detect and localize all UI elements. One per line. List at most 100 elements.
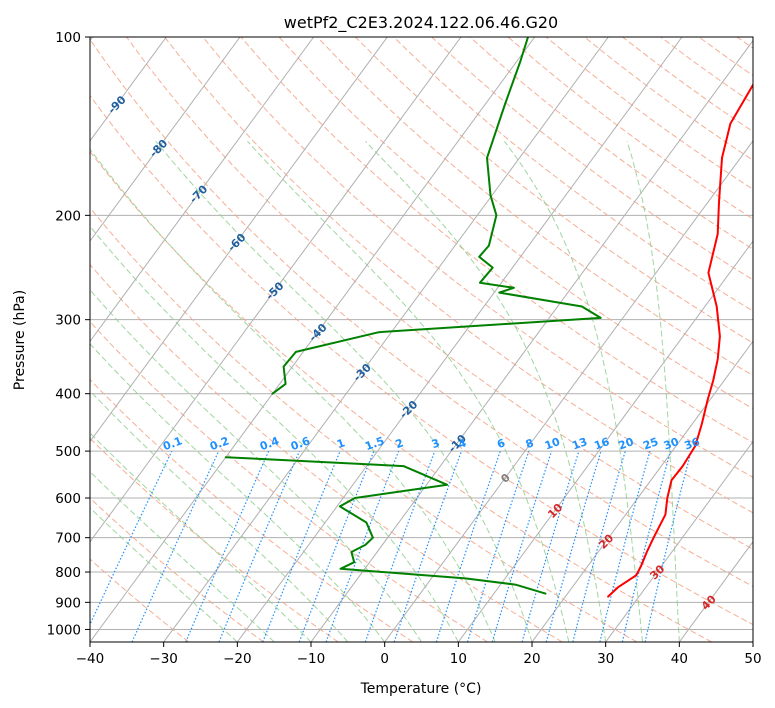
isotherm-line — [457, 240, 753, 642]
mixing-ratio-label: 3 — [430, 436, 442, 451]
mixing-ratio-label: 6 — [495, 436, 507, 451]
y-tick-label: 400 — [55, 387, 81, 403]
moist-adiabat — [365, 140, 607, 642]
mixing-ratio-label: 10 — [543, 435, 562, 453]
mixing-ratio-lines — [90, 450, 692, 642]
chart-title: wetPf2_C2E3.2024.122.06.46.G20 — [284, 13, 558, 33]
isotherm-line — [90, 37, 167, 142]
y-tick-label: 800 — [55, 565, 81, 581]
mixing-ratio-line — [393, 450, 463, 642]
mixing-ratio-label: 0.6 — [289, 434, 312, 453]
mixing-ratio-label: 25 — [641, 435, 660, 452]
mixing-ratio-label: 4 — [456, 436, 468, 451]
x-tick-label: 10 — [450, 651, 467, 667]
mixing-ratio-label: 1 — [335, 436, 347, 451]
mixing-ratio-line — [644, 450, 692, 642]
y-axis-title: Pressure (hPa) — [12, 290, 28, 390]
mixing-ratio-line — [435, 450, 501, 642]
isotherm-label: -100 — [57, 52, 86, 81]
moist-adiabat — [155, 140, 533, 642]
mixing-ratio-line — [599, 450, 651, 642]
x-tick-label: 30 — [597, 651, 614, 667]
x-tick-label: 0 — [380, 651, 389, 667]
x-axis: −40 −30 −20 −10 0 10 20 30 40 50 — [76, 642, 762, 667]
dry-adiabat — [240, 37, 753, 444]
mixing-ratio-label: 0.4 — [258, 434, 281, 453]
y-tick-label: 1000 — [47, 622, 81, 638]
dry-adiabat — [90, 38, 753, 587]
mixing-ratio-line — [364, 450, 436, 642]
mixing-ratio-line — [298, 450, 375, 642]
mixing-ratio-label: 20 — [617, 435, 636, 453]
x-tick-label: 40 — [671, 651, 688, 667]
dry-adiabat — [90, 94, 753, 626]
y-axis: 100 200 300 400 500 600 700 800 900 1000 — [47, 30, 90, 638]
mixing-ratio-line — [491, 450, 553, 642]
y-tick-label: 200 — [55, 208, 81, 224]
dry-adiabat — [90, 150, 712, 642]
dewpoint-line — [224, 456, 547, 595]
isotherm-line — [90, 37, 315, 343]
moist-adiabat — [90, 390, 349, 642]
x-tick-label: −40 — [76, 651, 105, 667]
y-tick-label: 500 — [55, 444, 81, 460]
mixing-ratio-line — [185, 450, 270, 642]
plot-area — [90, 37, 753, 642]
x-tick-label: −10 — [297, 651, 326, 667]
dry-adiabat — [164, 37, 753, 514]
moist-adiabat — [90, 289, 422, 642]
mixing-ratio-label: 36 — [683, 435, 702, 453]
moist-adiabat — [90, 432, 312, 642]
moist-adiabat — [90, 343, 386, 642]
isotherm-line — [384, 140, 753, 642]
y-tick-label: 900 — [55, 595, 81, 611]
dry-adiabat — [90, 263, 563, 642]
moist-adiabat — [504, 141, 643, 642]
y-tick-label: 700 — [55, 531, 81, 547]
plot-frame — [89, 36, 754, 643]
mixing-ratio-label: 1.5 — [363, 434, 386, 453]
mixing-ratio-line — [218, 450, 301, 642]
moist-adiabat — [90, 148, 496, 642]
moist-adiabat — [90, 225, 459, 642]
isotherm-line — [163, 37, 609, 642]
mixing-ratio-label: 0.1 — [161, 434, 184, 453]
x-tick-label: −30 — [149, 651, 178, 667]
dry-adiabat — [90, 558, 190, 642]
mixing-ratio-line — [90, 450, 173, 626]
moist-adiabats — [90, 140, 680, 642]
dry-adiabat — [393, 37, 753, 312]
x-tick-label: 50 — [744, 651, 761, 667]
dry-adiabat — [90, 321, 488, 642]
mixing-ratio-line — [572, 450, 626, 642]
y-tick-label: 300 — [55, 313, 81, 329]
mixing-ratio-line — [262, 450, 341, 642]
temperature-line — [607, 82, 753, 598]
mixing-ratio-line — [521, 450, 580, 642]
y-tick-label: 600 — [55, 491, 81, 507]
isotherm-line — [90, 37, 241, 242]
mixing-ratio-label: 8 — [524, 436, 536, 451]
dry-adiabat — [355, 37, 753, 344]
mixing-ratio-label: 2 — [394, 436, 406, 451]
isotherm-line — [752, 641, 753, 642]
x-axis-title: Temperature (°C) — [360, 681, 482, 697]
dry-adiabat — [90, 437, 339, 642]
mixing-ratio-line — [131, 450, 220, 642]
y-tick-label: 100 — [55, 30, 81, 46]
x-tick-label: −20 — [223, 651, 252, 667]
dry-adiabat — [316, 37, 753, 377]
sounding-series — [224, 37, 753, 598]
isotherm-line — [310, 39, 753, 642]
dewpoint-line — [271, 37, 602, 395]
mixing-ratio-line — [545, 450, 602, 642]
dry-adiabat — [90, 207, 638, 642]
moist-adiabat — [247, 140, 570, 642]
moist-adiabat — [626, 141, 680, 642]
isotherm-line — [90, 37, 536, 642]
isotherm-line — [90, 37, 388, 443]
mixing-ratio-label: 0.2 — [208, 434, 231, 453]
mixing-ratio-line — [466, 450, 530, 642]
x-tick-label: 20 — [523, 651, 540, 667]
